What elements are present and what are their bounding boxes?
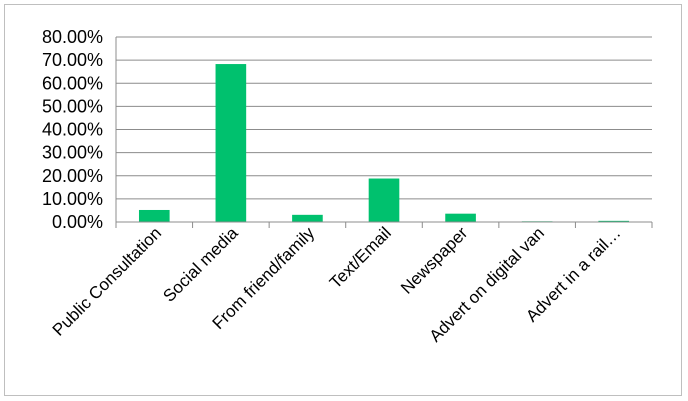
chart-frame	[4, 4, 682, 396]
bar	[368, 178, 400, 222]
y-tick-label: 40.00%	[42, 120, 103, 140]
bar	[138, 209, 170, 222]
y-tick-labels: 0.00% 10.00% 20.00% 30.00% 40.00% 50.00% 60.00…	[42, 27, 103, 232]
x-tick-label: Public Consultation	[49, 223, 165, 339]
bar	[598, 220, 630, 222]
y-tick-label: 20.00%	[42, 166, 103, 186]
y-tick-label: 30.00%	[42, 143, 103, 163]
bar	[215, 64, 247, 223]
bar	[445, 213, 476, 222]
bar	[292, 214, 323, 222]
y-tick-label: 0.00%	[52, 212, 103, 232]
y-tick-label: 10.00%	[42, 189, 103, 209]
y-tick-label: 70.00%	[42, 50, 103, 70]
axes	[115, 37, 653, 228]
x-tick-label: Text/Email	[326, 223, 395, 292]
y-tick-label: 60.00%	[42, 73, 103, 93]
grid-lines	[116, 36, 652, 200]
x-tick-label: Social media	[159, 223, 242, 306]
y-tick-label: 50.00%	[42, 96, 103, 116]
x-tick-label: Newspaper	[397, 223, 471, 297]
y-tick-label: 80.00%	[42, 27, 103, 47]
bars	[138, 64, 630, 223]
